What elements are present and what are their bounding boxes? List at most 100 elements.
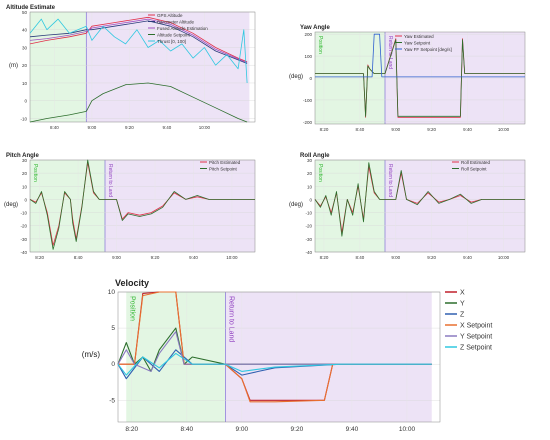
x-tick-label: 9:00 — [87, 125, 96, 130]
legend-entry-y-setpoint: Y Setpoint — [460, 334, 492, 341]
x-tick-label: 9:40 — [162, 125, 171, 130]
region-label: Return to Land — [387, 36, 393, 69]
series-line-yaw-ff-setpoint-deg-s — [315, 33, 525, 78]
y-tick-label: 100 — [304, 54, 312, 59]
chart-title: Yaw Angle — [300, 25, 330, 31]
chart-yaw-angle: Yaw Angle Position Return to Land -200 -100 0… — [289, 25, 526, 132]
y-tick-label: -20 — [20, 224, 27, 229]
y-tick-label: 20 — [307, 171, 313, 176]
region-label: Return to Land — [387, 164, 393, 197]
legend-entry-fused-altitude-estimation: Fused Altitude Estimation — [157, 26, 208, 31]
region-label: Return to Land — [107, 164, 113, 197]
y-tick-label: 30 — [307, 158, 313, 163]
legend-entry-roll-estimated: Roll Estimated — [461, 160, 491, 165]
x-tick-label: 8:40 — [355, 255, 364, 260]
x-tick-label: 8:20 — [35, 255, 44, 260]
series-line-roll-setpoint — [314, 162, 525, 237]
y-tick-label: 20 — [22, 171, 28, 176]
x-tick-label: 9:00 — [391, 255, 400, 260]
region-label: Position — [317, 36, 323, 54]
x-tick-label: 8:20 — [320, 127, 329, 132]
y-tick-label: -20 — [305, 224, 312, 229]
x-tick-label: 10:00 — [498, 127, 510, 132]
y-tick-label: -10 — [20, 211, 27, 216]
region-1 — [86, 12, 250, 122]
y-tick-label: 0 — [309, 76, 312, 81]
series-line-fused-altitude-estimation — [29, 18, 248, 63]
y-tick-label: 10 — [108, 289, 116, 296]
x-tick-label: 10:00 — [498, 255, 510, 260]
y-axis-label: (m/s) — [82, 350, 101, 359]
chart-title: Pitch Angle — [6, 153, 39, 159]
x-tick-label: 8:40 — [180, 426, 193, 433]
series-line-pitch-setpoint — [29, 159, 255, 250]
y-tick-label: 10 — [307, 184, 313, 189]
x-tick-label: 9:20 — [125, 125, 134, 130]
y-tick-label: 0 — [309, 197, 312, 202]
y-tick-label: 30 — [22, 158, 28, 163]
legend-entry-yaw-setpoint: Yaw Setpoint — [404, 40, 431, 45]
series-line-y — [117, 327, 432, 372]
chart-altitude-estimate: Altitude Estimate -10 0 10 20 30 40 50 8:40 9:00 9… — [6, 5, 256, 130]
y-tick-label: 20 — [22, 63, 28, 68]
y-axis-label: (m) — [9, 63, 18, 69]
x-tick-label: 9:20 — [291, 426, 304, 433]
legend-entry-barometer-altitude: Barometer Altitude — [157, 19, 195, 24]
series-line-gps-altitude — [29, 16, 248, 63]
series-line-z-setpoint — [117, 352, 432, 376]
y-tick-label: 10 — [22, 81, 28, 86]
x-tick-label: 9:40 — [346, 426, 359, 433]
y-tick-label: 30 — [22, 45, 28, 50]
series-line-barometer-altitude — [29, 20, 248, 64]
legend-entry-pitch-setpoint: Pitch Setpoint — [209, 166, 238, 171]
y-tick-label: 10 — [22, 184, 28, 189]
y-tick-label: -40 — [305, 250, 312, 255]
legend: XYZ X Setpoint Y Setpoint Z Setpoint — [445, 290, 492, 352]
x-tick-label: 9:20 — [427, 255, 436, 260]
legend-entry-yaw-ff-setpoint-deg-s: Yaw FF Setpoint [deg/s] — [404, 47, 452, 52]
legend-entry-x-setpoint: X Setpoint — [460, 323, 492, 330]
series-line-yaw-setpoint — [315, 39, 525, 117]
region-1 — [385, 160, 525, 252]
legend-entry-roll-setpoint: Roll Setpoint — [461, 166, 487, 171]
region-label: Return to Land — [227, 296, 234, 342]
y-tick-label: 0 — [24, 99, 27, 104]
x-tick-label: 9:40 — [463, 127, 472, 132]
y-axis-label: (deg) — [289, 202, 303, 208]
legend-entry-thrust-0-100: Thrust [0, 100] — [157, 39, 186, 44]
x-tick-label: 9:40 — [463, 255, 472, 260]
x-tick-label: 10:00 — [399, 426, 416, 433]
x-tick-label: 9:00 — [236, 426, 249, 433]
x-tick-label: 8:20 — [125, 426, 138, 433]
x-tick-label: 10:00 — [226, 255, 238, 260]
plot-frame — [117, 291, 441, 423]
y-tick-label: 0 — [111, 361, 115, 368]
x-tick-label: 9:20 — [427, 127, 436, 132]
y-axis-label: (deg) — [289, 74, 303, 80]
y-tick-label: 50 — [22, 10, 28, 15]
chart-title: Velocity — [115, 278, 149, 288]
y-tick-label: -200 — [303, 120, 313, 125]
chart-title: Roll Angle — [300, 153, 330, 159]
y-tick-label: 5 — [111, 325, 115, 332]
plot-frame — [29, 11, 256, 123]
y-tick-label: 0 — [24, 197, 27, 202]
y-tick-label: -40 — [20, 250, 27, 255]
y-tick-label: 40 — [22, 28, 28, 33]
region-0 — [30, 160, 105, 252]
legend-entry-pitch-estimated: Pitch Estimated — [209, 160, 241, 165]
x-tick-label: 8:40 — [74, 255, 83, 260]
y-axis-label: (deg) — [4, 202, 18, 208]
series-line-altitude-setpoint — [29, 82, 248, 123]
x-tick-label: 9:20 — [151, 255, 160, 260]
legend-entry-y: Y — [460, 301, 465, 308]
region-0 — [30, 12, 87, 122]
